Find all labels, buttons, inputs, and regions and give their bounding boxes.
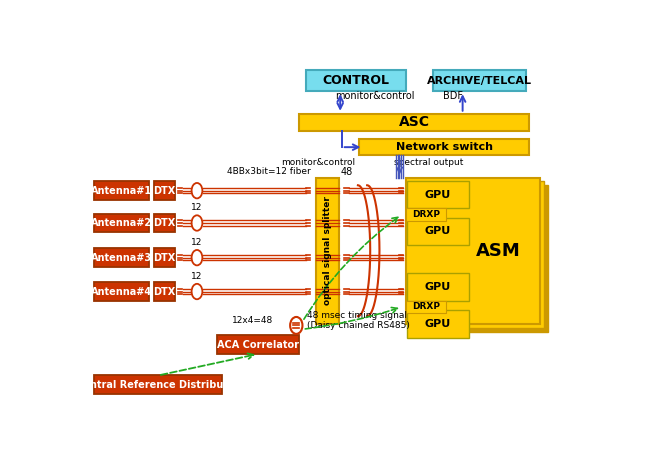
Bar	[406, 178, 541, 324]
Bar	[407, 273, 469, 301]
Bar	[315, 178, 339, 324]
Bar	[154, 248, 175, 267]
Bar	[299, 114, 529, 130]
Text: spectral output: spectral output	[394, 158, 464, 167]
Text: Network switch: Network switch	[395, 142, 493, 152]
Text: 48 msec timing signal
(Daisy chained RS485): 48 msec timing signal (Daisy chained RS4…	[307, 311, 410, 330]
Bar	[413, 185, 548, 332]
Bar	[154, 282, 175, 301]
Text: GPU: GPU	[425, 282, 451, 292]
Text: Antenna#2: Antenna#2	[91, 218, 152, 228]
Bar	[306, 70, 406, 91]
Text: 4BBx3bit=12 fiber: 4BBx3bit=12 fiber	[228, 167, 312, 176]
Bar	[406, 301, 446, 313]
Text: DTX: DTX	[154, 287, 175, 296]
Bar	[154, 181, 175, 200]
Bar	[406, 208, 446, 221]
Bar	[407, 218, 469, 245]
Text: ACA Correlator: ACA Correlator	[217, 340, 299, 350]
Text: GPU: GPU	[425, 319, 451, 329]
Text: 12: 12	[192, 272, 203, 281]
Bar	[94, 181, 149, 200]
Bar	[433, 70, 526, 91]
Text: DRXP: DRXP	[412, 210, 440, 219]
Bar	[94, 214, 149, 232]
Text: CONTROL: CONTROL	[322, 74, 389, 87]
Text: DTX: DTX	[154, 218, 175, 228]
Text: BDF: BDF	[442, 91, 462, 101]
Text: 12x4=48: 12x4=48	[232, 316, 273, 325]
Text: optical signal splitter: optical signal splitter	[322, 196, 332, 305]
Bar	[359, 139, 529, 155]
Text: 12: 12	[192, 238, 203, 247]
Text: 12: 12	[192, 203, 203, 212]
Text: monitor&control: monitor&control	[335, 91, 414, 101]
Text: 48: 48	[340, 167, 352, 177]
Text: monitor&control: monitor&control	[281, 158, 355, 167]
Text: DTX: DTX	[154, 253, 175, 263]
Bar	[217, 336, 299, 354]
Text: GPU: GPU	[425, 190, 451, 199]
Bar	[94, 282, 149, 301]
Text: Antenna#3: Antenna#3	[91, 253, 152, 263]
Text: Central Reference Distributor: Central Reference Distributor	[76, 380, 240, 390]
Text: GPU: GPU	[425, 226, 451, 236]
Bar	[410, 181, 544, 328]
Text: ASC: ASC	[399, 115, 430, 129]
Bar	[154, 214, 175, 232]
Text: ASM: ASM	[475, 242, 521, 260]
Text: DRXP: DRXP	[412, 302, 440, 311]
Text: DTX: DTX	[154, 185, 175, 196]
Text: Antenna#1: Antenna#1	[91, 185, 152, 196]
Bar	[407, 310, 469, 338]
Bar	[94, 376, 223, 394]
Text: Antenna#4: Antenna#4	[91, 287, 152, 296]
Bar	[407, 181, 469, 208]
Text: ARCHIVE/TELCAL: ARCHIVE/TELCAL	[427, 75, 532, 86]
Bar	[94, 248, 149, 267]
